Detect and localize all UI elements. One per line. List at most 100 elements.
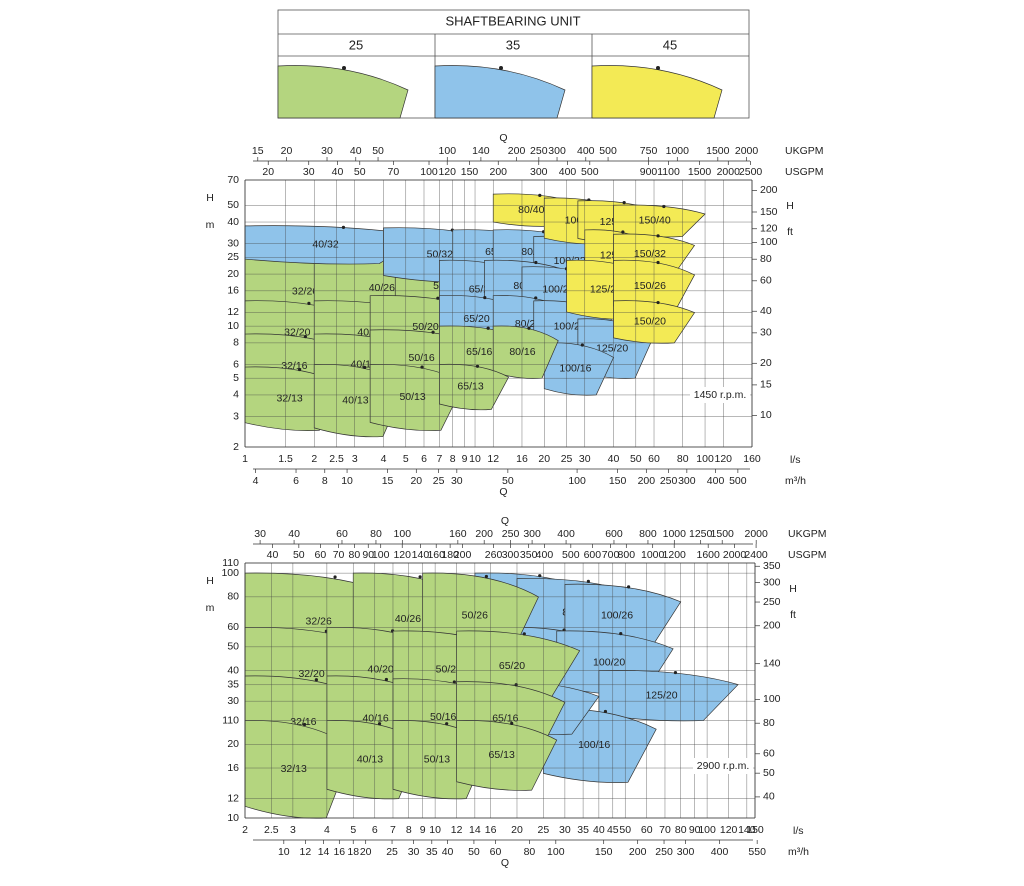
legend-dot bbox=[499, 66, 503, 70]
q-tick-label: 100 bbox=[420, 166, 438, 178]
q-tick-label: 300 bbox=[523, 528, 541, 540]
x-tick-label: 30 bbox=[579, 453, 591, 465]
x-axis-title: Q bbox=[501, 857, 509, 869]
y2-tick-label: 200 bbox=[760, 184, 778, 196]
y2-tick-label: 120 bbox=[760, 223, 778, 235]
y-tick-label: 3 bbox=[233, 410, 239, 422]
q-tick-label: 2000 bbox=[717, 166, 741, 178]
x-tick-label: 120 bbox=[714, 453, 732, 465]
q-axis-name: USGPM bbox=[785, 166, 824, 178]
q-tick-label: 25 bbox=[386, 846, 398, 858]
x-tick-label: 6 bbox=[372, 824, 378, 836]
duty-point bbox=[384, 677, 389, 682]
q-tick-label: 800 bbox=[639, 528, 657, 540]
annotation: 2900 r.p.m. bbox=[697, 760, 750, 772]
duty-point bbox=[580, 343, 584, 347]
duty-point bbox=[341, 225, 346, 229]
x-axis-title: Q bbox=[499, 132, 507, 144]
q-tick-label: 50 bbox=[354, 166, 366, 178]
y2-axis-unit: ft bbox=[787, 226, 793, 238]
y-tick-label: 20 bbox=[227, 268, 239, 280]
y2-tick-label: 200 bbox=[763, 620, 781, 632]
q-tick-label: 14 bbox=[318, 846, 330, 858]
q-tick-label: 180 bbox=[441, 549, 459, 561]
y2-tick-label: 350 bbox=[763, 560, 781, 572]
region-label: 65/20 bbox=[463, 313, 489, 325]
region-label: 40/26 bbox=[369, 282, 395, 294]
y-tick-label: 35 bbox=[227, 679, 239, 691]
region-label: 40/20 bbox=[368, 664, 394, 676]
q-axis-name: UKGPM bbox=[788, 528, 827, 540]
x-tick-label: 150 bbox=[746, 824, 764, 836]
y-tick-label: 40 bbox=[227, 664, 239, 676]
q-tick-label: 800 bbox=[618, 549, 636, 561]
q-tick-label: 40 bbox=[442, 846, 454, 858]
q-tick-label: 35 bbox=[426, 846, 438, 858]
x-tick-label: 120 bbox=[720, 824, 738, 836]
y-tick-label: 6 bbox=[233, 358, 239, 370]
duty-point bbox=[534, 260, 538, 265]
x-tick-label: 2.5 bbox=[264, 824, 279, 836]
legend-label: 45 bbox=[663, 37, 677, 52]
x-tick-label: 40 bbox=[593, 824, 605, 836]
q-tick-label: 50 bbox=[468, 846, 480, 858]
y-tick-label: 30 bbox=[227, 237, 239, 249]
q-tick-label: 300 bbox=[530, 166, 548, 178]
region-label: 125/20 bbox=[645, 689, 677, 701]
x-axis-unit: l/s bbox=[790, 454, 801, 466]
y2-tick-label: 250 bbox=[763, 596, 781, 608]
q-tick-label: 250 bbox=[530, 145, 548, 157]
region-label: 65/13 bbox=[489, 749, 515, 761]
duty-point bbox=[297, 367, 302, 372]
x-tick-label: 60 bbox=[641, 824, 653, 836]
q-tick-label: 400 bbox=[559, 166, 577, 178]
region-label: 40/32 bbox=[312, 239, 338, 251]
region-label: 80/16 bbox=[509, 346, 535, 358]
x-tick-label: 20 bbox=[538, 453, 550, 465]
x-tick-label: 14 bbox=[469, 824, 481, 836]
x-tick-label: 7 bbox=[436, 453, 442, 465]
region-label: 40/16 bbox=[362, 713, 388, 725]
q-tick-label: 80 bbox=[524, 846, 536, 858]
duty-point bbox=[445, 722, 449, 726]
q-tick-label: 50 bbox=[502, 475, 514, 487]
duty-point bbox=[662, 204, 666, 209]
legend-title: SHAFTBEARING UNIT bbox=[445, 13, 580, 28]
y-tick-label: 100 bbox=[221, 567, 239, 579]
region-label: 65/16 bbox=[492, 712, 518, 724]
q-tick-label: 200 bbox=[638, 475, 656, 487]
q-tick-label: 500 bbox=[562, 549, 580, 561]
y-axis-title: H bbox=[206, 575, 214, 587]
duty-point bbox=[586, 579, 590, 583]
q-tick-label: 2000 bbox=[735, 145, 759, 157]
region-label: 150/20 bbox=[634, 316, 666, 328]
y-tick-label: 12 bbox=[227, 306, 239, 318]
region bbox=[456, 720, 558, 791]
q-tick-label: 1000 bbox=[666, 145, 690, 157]
q-tick-label: 60 bbox=[336, 528, 348, 540]
x-tick-label: 12 bbox=[487, 453, 499, 465]
duty-point bbox=[475, 364, 480, 368]
q-tick-label: 15 bbox=[382, 475, 394, 487]
region-label: 65/13 bbox=[457, 381, 483, 393]
q-tick-label: 1600 bbox=[697, 549, 721, 561]
region-label: 32/13 bbox=[277, 392, 303, 404]
y-tick-label: 110 bbox=[222, 557, 239, 569]
q-tick-label: 500 bbox=[729, 475, 747, 487]
y-tick-label: 60 bbox=[227, 621, 239, 633]
legend-dot bbox=[656, 66, 660, 70]
x-axis-title: Q bbox=[501, 515, 509, 527]
q-tick-label: 120 bbox=[393, 549, 411, 561]
q-tick-label: 160 bbox=[449, 528, 467, 540]
q-tick-label: 260 bbox=[485, 549, 503, 561]
q-tick-label: 2000 bbox=[745, 528, 769, 540]
q-tick-label: 250 bbox=[660, 475, 678, 487]
q-tick-label: 2400 bbox=[744, 549, 768, 561]
y-tick-label: 5 bbox=[233, 372, 239, 384]
q-tick-label: 80 bbox=[370, 528, 382, 540]
y-axis-unit: m bbox=[206, 219, 215, 231]
region bbox=[543, 342, 614, 396]
x-tick-label: 2.5 bbox=[329, 453, 344, 465]
legend-label: 35 bbox=[506, 37, 520, 52]
x-tick-label: 9 bbox=[462, 453, 468, 465]
